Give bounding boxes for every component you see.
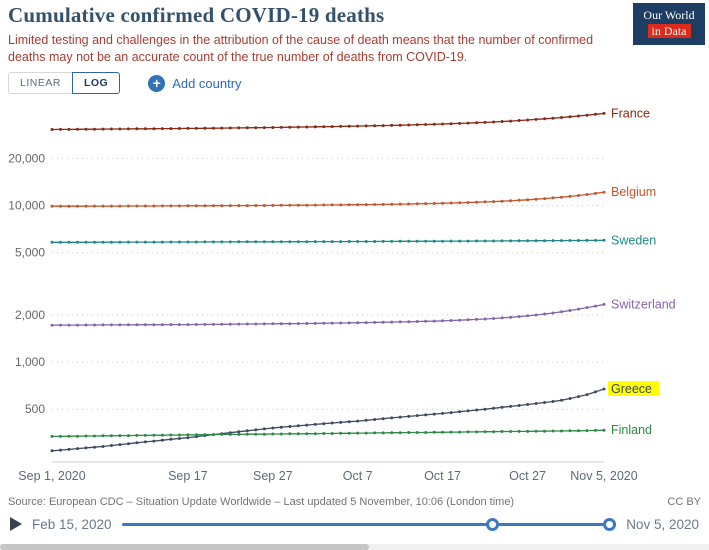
scrollbar-thumb[interactable] [0, 544, 369, 550]
line-chart[interactable]: 500 1,000 2,000 5,000 10,000 20,000 Sep 1, 202… [0, 98, 709, 494]
owid-logo-line1: Our World [643, 8, 695, 22]
svg-text:20,000: 20,000 [8, 151, 45, 165]
timeline-end-label: Nov 5, 2020 [626, 516, 699, 532]
play-icon[interactable] [10, 517, 22, 532]
svg-text:Sep 17: Sep 17 [168, 469, 208, 483]
series-label-switzerland: Switzerland [611, 297, 676, 311]
series-label-greece: Greece [611, 382, 652, 396]
series-greece[interactable]: Greece [50, 380, 660, 453]
timeline-track[interactable] [121, 517, 617, 532]
owid-logo-line2: in Data [633, 23, 705, 40]
add-country-button[interactable]: + Add country [148, 74, 242, 92]
linear-button[interactable]: LINEAR [8, 72, 72, 95]
series-belgium[interactable]: Belgium [50, 185, 657, 208]
svg-text:Oct 27: Oct 27 [509, 469, 546, 483]
gridlines: 500 1,000 2,000 5,000 10,000 20,000 [8, 151, 604, 463]
series-label-sweden: Sweden [611, 233, 656, 247]
add-country-label: Add country [172, 75, 242, 91]
svg-text:5,000: 5,000 [15, 245, 45, 259]
owid-logo[interactable]: Our World in Data [633, 3, 705, 46]
plus-icon: + [148, 74, 166, 92]
horizontal-scrollbar [0, 544, 709, 550]
svg-text:Sep 1, 2020: Sep 1, 2020 [18, 469, 85, 483]
scale-toggle: LINEAR LOG [8, 72, 121, 95]
series-switzerland[interactable]: Switzerland [50, 297, 676, 327]
svg-text:500: 500 [25, 402, 45, 416]
svg-text:Oct 17: Oct 17 [424, 469, 461, 483]
timeline-start-label: Feb 15, 2020 [32, 516, 112, 532]
svg-text:Nov 5, 2020: Nov 5, 2020 [570, 469, 637, 483]
timeline-track-line [121, 522, 617, 526]
chart-header: Cumulative confirmed COVID-19 deaths Lim… [0, 0, 709, 66]
page-title: Cumulative confirmed COVID-19 deaths [8, 3, 385, 27]
series-finland[interactable]: Finland [50, 423, 653, 438]
series-label-belgium: Belgium [611, 185, 656, 199]
license-link[interactable]: CC BY [667, 495, 701, 508]
svg-text:Oct 7: Oct 7 [343, 469, 373, 483]
svg-text:10,000: 10,000 [8, 198, 45, 212]
series-label-france: France [611, 106, 650, 120]
highlight-greece [608, 380, 660, 396]
series-sweden[interactable]: Sweden [50, 233, 657, 247]
svg-text:1,000: 1,000 [15, 355, 45, 369]
series-label-finland: Finland [611, 423, 652, 437]
source-row: Source: European CDC – Situation Update … [0, 494, 709, 508]
chart-subtitle: Limited testing and challenges in the at… [8, 33, 594, 64]
source-text: Source: European CDC – Situation Update … [8, 495, 515, 508]
svg-text:2,000: 2,000 [15, 308, 45, 322]
log-button[interactable]: LOG [71, 72, 121, 95]
timeline-end-handle[interactable] [603, 517, 617, 531]
chart-controls: LINEAR LOG + Add country [0, 66, 709, 98]
x-axis-labels: Sep 1, 2020 Sep 17 Sep 27 Oct 7 Oct 17 Oct 27… [18, 469, 637, 483]
timeline: Feb 15, 2020 Nov 5, 2020 [0, 508, 709, 538]
timeline-start-handle[interactable] [485, 517, 499, 531]
series-france[interactable]: France [50, 106, 650, 131]
svg-text:Sep 27: Sep 27 [253, 469, 293, 483]
